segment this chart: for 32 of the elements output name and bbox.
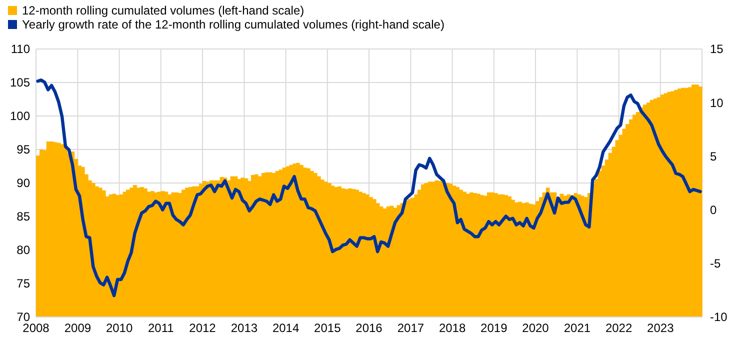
x-tick-label: 2015 xyxy=(314,321,342,335)
y2-tick-label: 15 xyxy=(710,42,724,56)
y-tick-label: 105 xyxy=(10,76,30,90)
x-tick-label: 2018 xyxy=(438,321,466,335)
x-tick-label: 2010 xyxy=(106,321,133,335)
x-tick-label: 2016 xyxy=(356,321,383,335)
y2-tick-label: -5 xyxy=(710,256,721,271)
y-tick-label: 75 xyxy=(16,276,30,291)
x-tick-label: 2022 xyxy=(605,321,632,335)
y-tick-label: 90 xyxy=(16,176,30,190)
x-tick-label: 2019 xyxy=(480,321,508,335)
x-tick-label: 2023 xyxy=(647,321,674,335)
x-tick-label: 2017 xyxy=(397,321,424,335)
line-series xyxy=(36,78,702,298)
x-tick-label: 2011 xyxy=(148,321,174,335)
x-tick-label: 2021 xyxy=(564,321,591,335)
x-tick-label: 2012 xyxy=(189,321,216,335)
legend-label: 12-month rolling cumulated volumes (left-hand scale) xyxy=(22,4,304,18)
y-tick-label: 85 xyxy=(16,210,30,224)
y2-tick-label: -10 xyxy=(710,310,728,324)
y-tick-label: 100 xyxy=(10,109,30,124)
y2-tick-label: 0 xyxy=(710,203,717,217)
y-tick-label: 110 xyxy=(10,42,30,56)
y2-tick-label: 10 xyxy=(710,96,724,110)
y-tick-label: 80 xyxy=(16,243,30,258)
x-tick-label: 2020 xyxy=(522,321,550,335)
x-tick-label: 2013 xyxy=(230,321,258,335)
x-tick-label: 2009 xyxy=(64,321,92,335)
y2-tick-label: 5 xyxy=(710,149,717,164)
y-tick-label: 95 xyxy=(16,142,30,157)
x-tick-label: 2014 xyxy=(272,321,300,335)
legend-label: Yearly growth rate of the 12-month rolling cumulated volumes (right-hand scale) xyxy=(22,18,444,32)
